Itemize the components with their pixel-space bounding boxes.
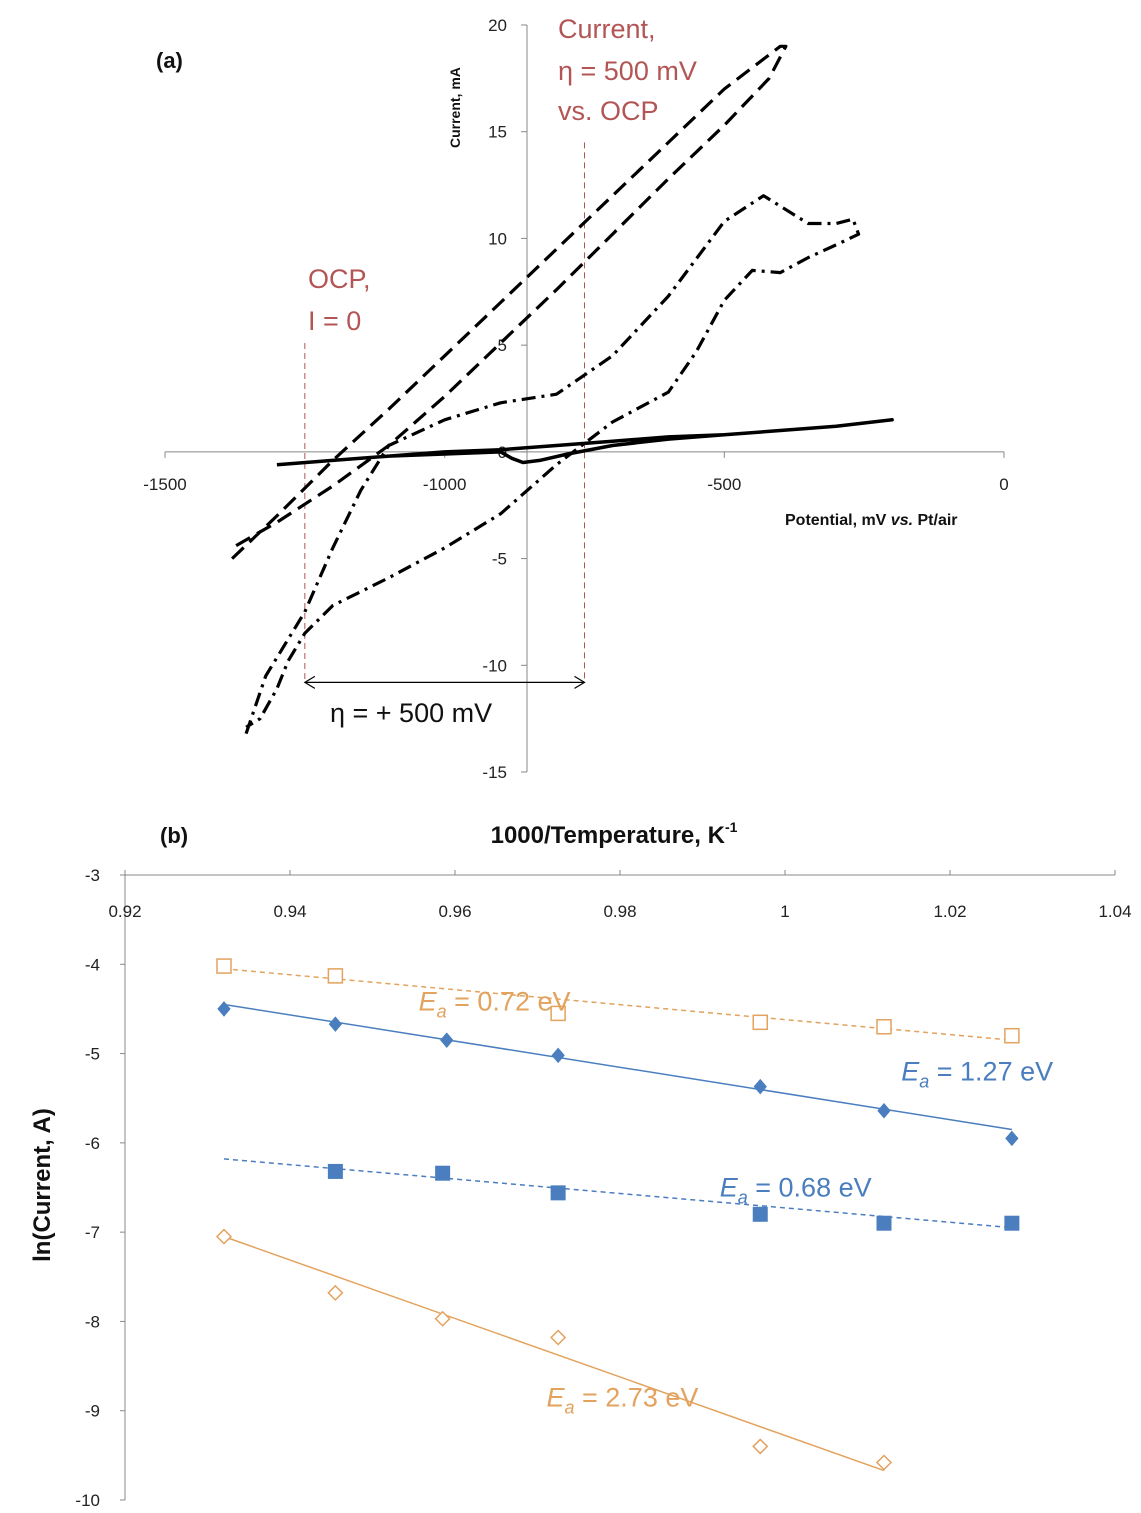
activation-energy-label: Ea = 0.72 eV: [419, 987, 571, 1022]
x-tick-label: 1.02: [933, 902, 966, 921]
panel-b-tick-labels: 0.92 0.94 0.96 0.98 1 1.02 1.04 -3 -4 -5 -6 -7 -8 -9 -…: [75, 866, 1131, 1510]
y-tick-label: -15: [482, 763, 507, 782]
x-tick-label: 0.94: [273, 902, 306, 921]
ocp-label-line-2: I = 0: [308, 306, 361, 336]
panel-a-annotations: Current, η = 500 mV vs. OCP OCP, I = 0 η = + …: [308, 14, 697, 728]
data-point-filled-square: [550, 1185, 566, 1201]
panel-b-label: (b): [160, 823, 188, 848]
panel-b-arrhenius-plot: (b) 1000/Temperature, K-1 ln(Current, A)…: [29, 819, 1132, 1510]
y-tick-label: 15: [488, 123, 507, 142]
data-point-filled-diamond: [217, 1001, 231, 1017]
panel-a-guide-lines: [303, 142, 586, 689]
data-point-filled-diamond: [440, 1032, 454, 1048]
data-point-filled-square: [876, 1215, 892, 1231]
x-tick-label: -500: [707, 475, 741, 494]
x-tick-label: 0.92: [108, 902, 141, 921]
eta-arrow-head-left: [303, 675, 316, 689]
data-point-open-diamond: [215, 1228, 233, 1245]
y-tick-label: -4: [85, 955, 100, 974]
y-tick-label: -8: [85, 1312, 100, 1331]
current-label-line-3: vs. OCP: [558, 96, 659, 126]
data-point-filled-square: [752, 1206, 768, 1222]
panel-b-axes: [120, 870, 1116, 1501]
data-point-filled-diamond: [551, 1047, 565, 1064]
panel-a-x-axis-label: Potential, mV vs. Pt/air: [785, 512, 958, 529]
data-point-open-diamond: [550, 1329, 567, 1346]
data-point-filled-square: [327, 1163, 343, 1179]
data-point-open-square: [550, 1005, 566, 1022]
data-point-open-square: [327, 968, 344, 984]
data-point-filled-square: [435, 1165, 451, 1181]
x-label-part-3: Pt/air: [913, 512, 957, 529]
cv-curve-solid: [276, 418, 894, 467]
eta-arrow-head-right: [574, 675, 586, 689]
panel-a-axes: [164, 24, 1005, 773]
fit-line-filled-diamond: [223, 1003, 1012, 1131]
panel-a-label: (a): [156, 48, 183, 73]
y-tick-label: -9: [85, 1402, 100, 1421]
x-label-part-1: Potential, mV: [785, 512, 891, 529]
eta-span-label: η = + 500 mV: [330, 698, 492, 728]
data-point-open-diamond: [752, 1438, 769, 1455]
x-tick-label: -1500: [143, 475, 186, 494]
x-tick-label: 1: [780, 902, 789, 921]
y-tick-label: -7: [85, 1223, 100, 1242]
ocp-label-line-1: OCP,: [308, 264, 371, 294]
y-tick-label: 20: [488, 16, 507, 35]
activation-energy-label: Ea = 1.27 eV: [901, 1056, 1053, 1091]
data-point-open-square: [752, 1014, 768, 1031]
y-tick-label: -3: [85, 866, 100, 885]
y-tick-label: 10: [488, 229, 507, 248]
data-point-filled-diamond: [328, 1016, 343, 1032]
data-point-open-square: [1004, 1027, 1020, 1044]
data-point-open-square: [876, 1019, 892, 1035]
panel-b-y-axis-label: ln(Current, A): [29, 1108, 56, 1262]
data-point-open-square: [216, 958, 232, 974]
x-tick-label: 0: [999, 475, 1008, 494]
y-tick-label: 5: [498, 336, 507, 355]
panel-b-title-main: 1000/Temperature, K: [491, 822, 726, 849]
data-point-open-diamond: [327, 1284, 344, 1301]
x-tick-label: 1.04: [1098, 902, 1131, 921]
panel-b-activation-energy-labels: Ea = 0.72 eV Ea = 1.27 eV Ea = 0.68 eV Ea =…: [419, 987, 1054, 1418]
activation-energy-label: Ea = 0.68 eV: [720, 1172, 872, 1207]
data-point-open-diamond: [434, 1310, 451, 1327]
data-point-filled-diamond: [1005, 1130, 1019, 1147]
current-label-line-2: η = 500 mV: [558, 56, 697, 86]
activation-energy-label: Ea = 2.73 eV: [546, 1382, 698, 1417]
x-tick-label: 0.96: [438, 902, 471, 921]
panel-b-title: 1000/Temperature, K-1: [491, 819, 738, 849]
data-point-filled-diamond: [753, 1078, 767, 1095]
x-label-part-2: vs.: [891, 512, 913, 529]
y-tick-label: -6: [85, 1134, 100, 1153]
y-tick-label: -5: [492, 550, 507, 569]
panel-b-data-points: [215, 958, 1020, 1471]
y-tick-label: -10: [482, 656, 507, 675]
panel-a-y-axis-label: Current, mA: [447, 67, 463, 148]
cv-curve-dashed: [230, 44, 788, 560]
data-point-filled-diamond: [877, 1102, 891, 1119]
data-point-filled-square: [1004, 1215, 1020, 1231]
fit-line-open-diamond: [223, 1235, 885, 1472]
panel-b-title-exponent: -1: [725, 819, 738, 835]
x-tick-label: -1000: [423, 475, 466, 494]
y-tick-label: -5: [85, 1045, 100, 1064]
data-point-open-diamond: [875, 1454, 893, 1471]
x-tick-label: 0.98: [603, 902, 636, 921]
panel-a-curves: [230, 44, 894, 735]
y-tick-label: -10: [75, 1491, 100, 1510]
current-label-line-1: Current,: [558, 14, 656, 44]
